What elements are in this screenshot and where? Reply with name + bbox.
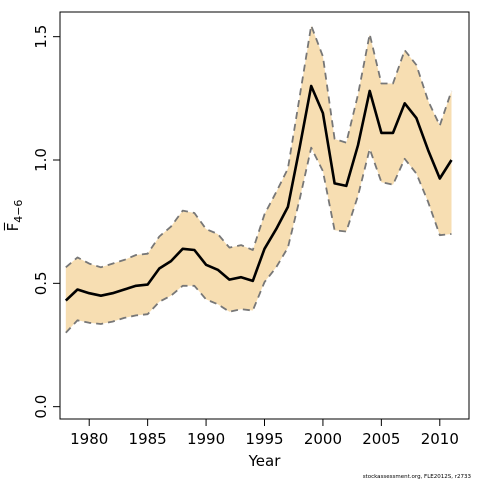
x-axis-title: Year xyxy=(248,452,282,470)
x-tick-label: 1990 xyxy=(187,430,225,448)
x-axis: 1980 1985 1990 1995 2000 2005 2010 xyxy=(70,419,459,448)
lower-bound-line xyxy=(65,146,452,334)
x-tick-label: 1985 xyxy=(129,430,167,448)
confidence-band xyxy=(65,25,452,333)
y-tick-label: 1.0 xyxy=(32,148,50,172)
y-axis: 0.0 0.5 1.0 1.5 xyxy=(32,25,60,419)
x-tick-label: 2005 xyxy=(362,430,400,448)
y-axis-title-subscript: 4−6 xyxy=(12,200,25,223)
estimate-line xyxy=(64,84,453,302)
y-tick-label: 0.5 xyxy=(32,271,50,295)
x-tick-label: 2010 xyxy=(421,430,459,448)
x-tick-label: 1980 xyxy=(70,430,108,448)
x-tick-label: 2000 xyxy=(304,430,342,448)
x-tick-label: 1995 xyxy=(245,430,283,448)
y-tick-label: 0.0 xyxy=(32,395,50,419)
y-axis-title-main: F̅ xyxy=(3,222,22,232)
svg-text:F̅4−6: F̅4−6 xyxy=(3,200,25,232)
y-tick-label: 1.5 xyxy=(32,25,50,49)
y-axis-title: F̅4−6 xyxy=(3,200,25,232)
plot-area xyxy=(64,24,453,334)
upper-bound-line xyxy=(65,24,453,269)
footer-credit: stockassessment.org, FLE2012S, r2733 xyxy=(363,474,472,480)
